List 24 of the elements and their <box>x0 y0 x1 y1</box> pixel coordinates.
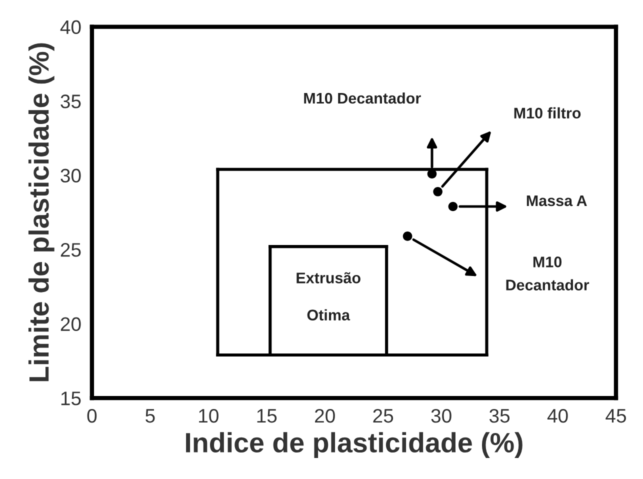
x-tick-label: 5 <box>146 409 155 423</box>
y-axis-title: Limite de plasticidade (%) <box>28 43 54 382</box>
y-tick-label: 25 <box>60 243 81 257</box>
annotation: M10 Decantador <box>304 92 421 104</box>
annotation: Massa A <box>526 195 587 206</box>
y-tick-label: 20 <box>60 317 81 332</box>
x-tick-label: 45 <box>606 409 626 423</box>
x-tick-label: 15 <box>257 409 277 423</box>
annotation: Extrusão <box>296 272 360 284</box>
x-tick-label: 20 <box>315 408 335 423</box>
y-tick-label: 35 <box>60 94 81 108</box>
x-tick-label: 40 <box>547 408 568 423</box>
y-tick-label: 15 <box>61 392 81 406</box>
x-tick-label: 30 <box>431 408 452 423</box>
x-tick-label: 0 <box>87 408 97 423</box>
y-tick-label: 40 <box>60 20 81 34</box>
x-axis-title: Indice de plasticidade (%) <box>186 432 522 458</box>
y-tick-label: 30 <box>60 168 81 183</box>
x-tick-label: 25 <box>373 408 394 423</box>
annotation: Otima <box>307 309 350 320</box>
annotation: M10 filtro <box>514 107 581 119</box>
annotation: M10 Decantador <box>506 256 590 290</box>
x-tick-label: 35 <box>489 408 510 423</box>
x-tick-label: 10 <box>199 408 218 423</box>
